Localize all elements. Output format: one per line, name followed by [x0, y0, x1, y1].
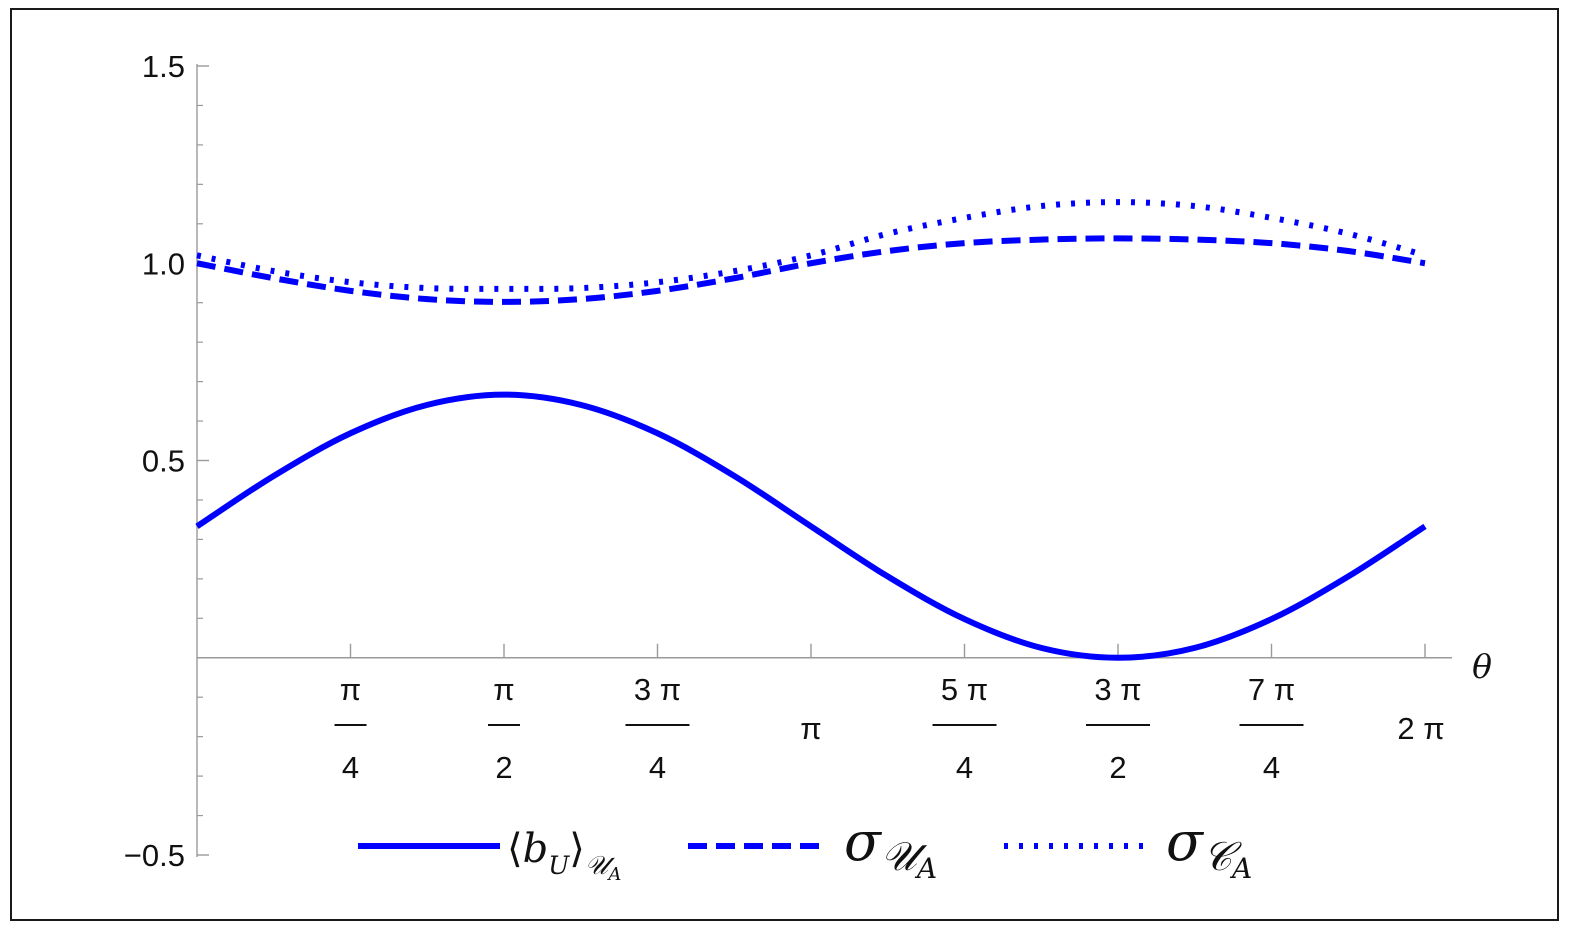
x-tick-denominator: 4	[342, 750, 359, 785]
legend-label-sigma-u: σ𝒰A	[844, 810, 937, 885]
legend-label-sigma-c: σ𝒞A	[1166, 810, 1252, 885]
legend: ⟨bU⟩𝒰A σ𝒰A σ𝒞A	[358, 810, 1252, 885]
x-tick-numerator: 3 π	[634, 672, 681, 707]
y-tick-label: 0.5	[142, 444, 185, 479]
x-tick-denominator: 2	[1109, 750, 1126, 785]
plot-series	[195, 199, 1427, 661]
figure-frame	[10, 8, 1559, 921]
x-tick-label: 2 π	[1397, 711, 1444, 746]
series-line-mean-bu	[195, 391, 1427, 661]
x-tick-label: π	[800, 711, 821, 746]
series-line-sigma-c	[196, 199, 1426, 292]
x-tick-numerator: 7 π	[1248, 672, 1295, 707]
series-line-sigma-u	[196, 235, 1426, 305]
x-tick-label: 3 π 4	[625, 672, 690, 785]
x-tick-label: 7 π 4	[1239, 672, 1304, 785]
x-tick-label: 3 π 2	[1086, 672, 1150, 785]
x-tick-denominator: 4	[649, 750, 666, 785]
x-tick-numerator: 5 π	[941, 672, 988, 707]
x-axis-label: θ	[1472, 647, 1492, 686]
x-tick-numerator: 3 π	[1094, 672, 1141, 707]
x-tick-denominator: 4	[956, 750, 973, 785]
x-tick-label: π4	[334, 672, 367, 785]
y-tick-label: −0.5	[124, 838, 185, 873]
x-tick-denominator: 4	[1263, 750, 1280, 785]
legend-label-mean-bu: ⟨bU⟩𝒰A	[507, 826, 621, 885]
x-tick-label: 5 π 4	[932, 672, 997, 785]
x-tick-label: π2	[488, 672, 520, 785]
x-tick-numerator: π	[493, 672, 514, 707]
x-tick-denominator: 2	[495, 750, 512, 785]
x-tick-numerator: π	[340, 672, 361, 707]
y-tick-label: 1.0	[142, 246, 185, 281]
y-tick-label: 1.5	[142, 49, 185, 84]
